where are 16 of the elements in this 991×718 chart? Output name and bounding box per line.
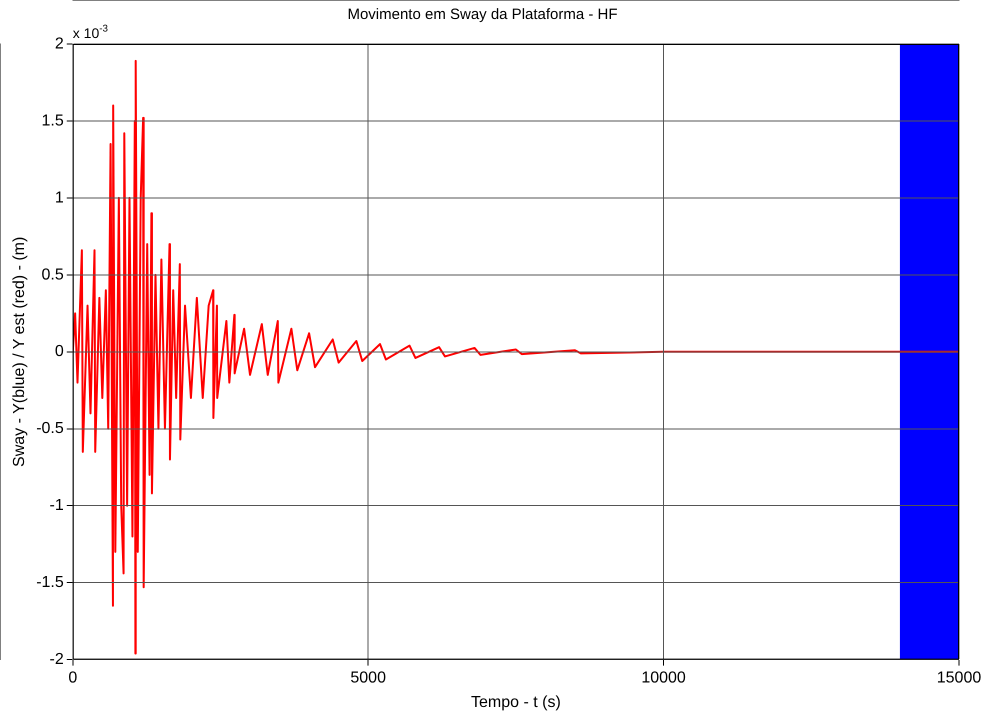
y-tick-label: 2 bbox=[54, 35, 64, 52]
x-tick-label: 15000 bbox=[936, 670, 982, 687]
x-tick-label: 0 bbox=[68, 670, 78, 687]
y-axis-title: Sway - Y(blue) / Y est (red) - (m) bbox=[11, 236, 28, 467]
y-tick-label: -1 bbox=[50, 497, 64, 514]
chart-title: Movimento em Sway da Plataforma - HF bbox=[347, 6, 618, 24]
y-tick-label: 0 bbox=[54, 343, 64, 360]
y-tick-label: 1 bbox=[54, 189, 64, 206]
y-tick-label: -2 bbox=[50, 651, 64, 668]
y-tick-label: 0.5 bbox=[42, 266, 64, 284]
x-tick-label: 5000 bbox=[350, 670, 386, 687]
x-tick-label: 10000 bbox=[641, 670, 686, 687]
y-tick-label: 1.5 bbox=[42, 112, 64, 130]
y-tick-label: -0.5 bbox=[36, 420, 64, 438]
x-axis-title: Tempo - t (s) bbox=[470, 694, 561, 711]
y-tick-label: -1.5 bbox=[36, 574, 64, 592]
